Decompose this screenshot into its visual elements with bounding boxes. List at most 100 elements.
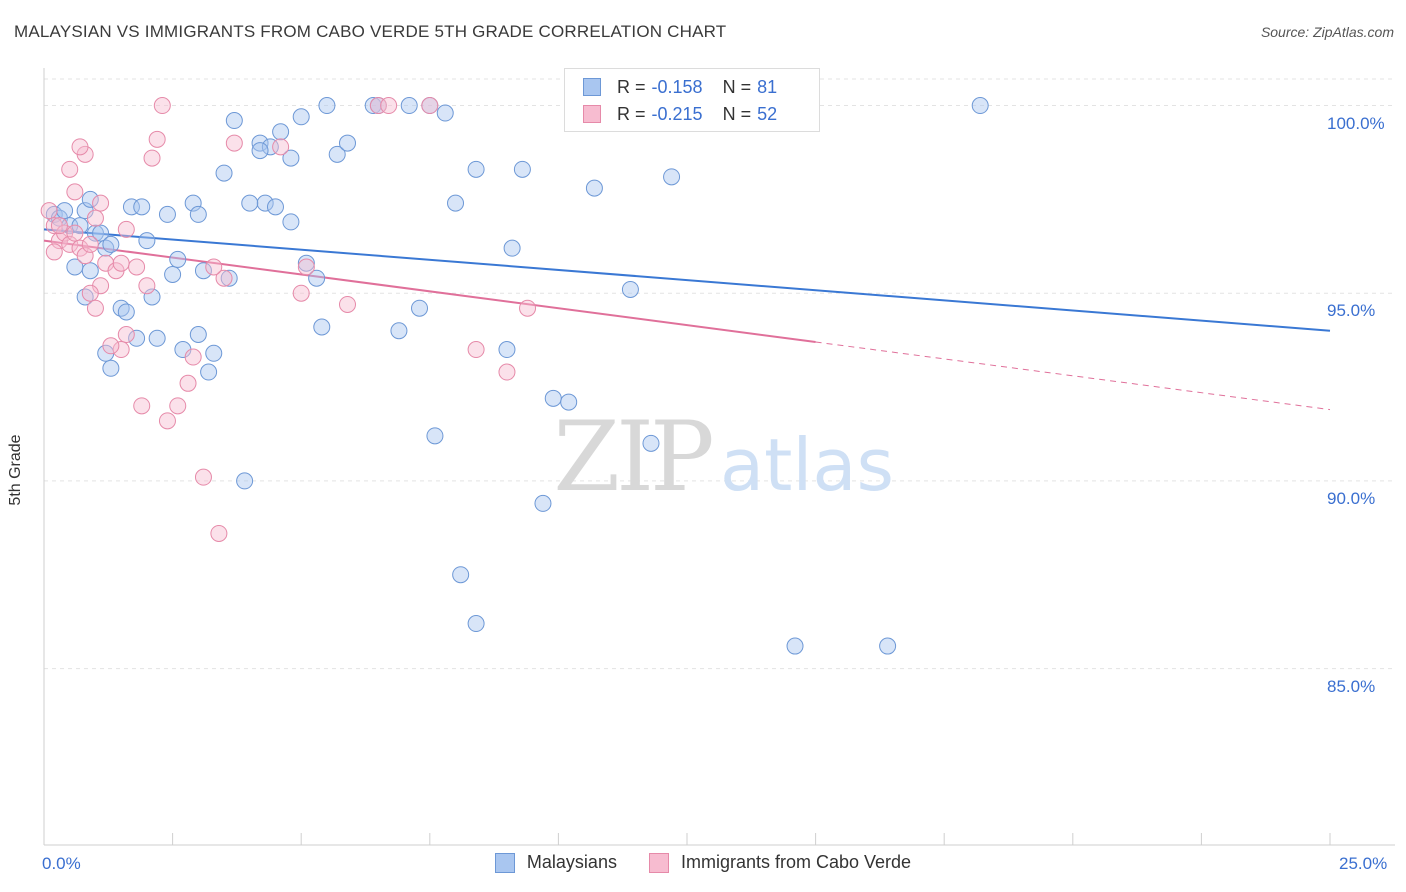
point-cabo-verde [421, 97, 439, 115]
point-cabo-verde [92, 194, 110, 212]
point-malaysians [642, 434, 660, 452]
point-malaysians [164, 265, 182, 283]
point-cabo-verde [194, 468, 212, 486]
stats-legend: R = -0.158 N = 81 R = -0.215 N = 52 [564, 68, 820, 132]
point-cabo-verde [133, 397, 151, 415]
point-cabo-verde [81, 235, 99, 253]
point-cabo-verde [292, 284, 310, 302]
point-malaysians [467, 160, 485, 178]
point-cabo-verde [76, 247, 94, 265]
y-tick-label: 95.0% [1327, 301, 1376, 321]
point-cabo-verde [215, 269, 233, 287]
point-malaysians [158, 205, 176, 223]
trend-line-dashed-1 [815, 341, 1331, 411]
series-legend: Malaysians Immigrants from Cabo Verde [0, 852, 1406, 873]
x-tick-label-left: 0.0% [42, 854, 81, 873]
legend-r-label: R = [617, 103, 646, 124]
point-cabo-verde [61, 235, 79, 253]
point-malaysians [200, 363, 218, 381]
point-cabo-verde [519, 299, 537, 317]
point-cabo-verde [61, 160, 79, 178]
watermark-atlas: atlas [720, 423, 894, 507]
legend-n-label: N = [722, 76, 752, 97]
point-cabo-verde [86, 209, 104, 227]
legend-n-value: 81 [757, 76, 778, 97]
point-cabo-verde [45, 243, 63, 261]
point-malaysians [318, 97, 336, 115]
point-malaysians [411, 299, 429, 317]
point-cabo-verde [66, 183, 84, 201]
point-malaysians [266, 198, 284, 216]
point-malaysians [169, 250, 187, 268]
point-malaysians [390, 322, 408, 340]
point-malaysians [122, 198, 140, 216]
point-malaysians [225, 112, 243, 130]
point-malaysians [241, 194, 259, 212]
point-malaysians [282, 149, 300, 167]
point-malaysians [513, 160, 531, 178]
point-cabo-verde [112, 341, 130, 359]
point-malaysians [971, 97, 989, 115]
point-cabo-verde [158, 412, 176, 430]
point-cabo-verde [81, 284, 99, 302]
point-cabo-verde [184, 348, 202, 366]
point-cabo-verde [380, 97, 398, 115]
point-malaysians [194, 262, 212, 280]
point-malaysians [534, 494, 552, 512]
point-cabo-verde [297, 258, 315, 276]
point-cabo-verde [102, 337, 120, 355]
trend-lines [43, 228, 1331, 411]
point-malaysians [879, 637, 897, 655]
point-cabo-verde [138, 277, 156, 295]
point-malaysians [56, 202, 74, 220]
point-cabo-verde [71, 138, 89, 156]
point-cabo-verde [272, 138, 290, 156]
point-malaysians [585, 179, 603, 197]
point-cabo-verde [498, 363, 516, 381]
point-malaysians [308, 269, 326, 287]
point-malaysians [426, 427, 444, 445]
legend-n-value: 52 [757, 103, 778, 124]
legend-item-cabo-verde[interactable]: Immigrants from Cabo Verde [648, 852, 911, 873]
point-malaysians [138, 232, 156, 250]
point-malaysians [328, 145, 346, 163]
point-cabo-verde [338, 295, 356, 313]
legend-label-malaysians: Malaysians [526, 852, 617, 872]
chart-title: MALAYSIAN VS IMMIGRANTS FROM CABO VERDE … [14, 22, 727, 41]
point-malaysians [452, 566, 470, 584]
legend-n-label: N = [722, 103, 752, 124]
point-malaysians [364, 97, 382, 115]
point-malaysians [189, 326, 207, 344]
point-malaysians [292, 108, 310, 126]
point-malaysians [92, 224, 110, 242]
point-cabo-verde [225, 134, 243, 152]
point-malaysians [467, 615, 485, 633]
point-cabo-verde [117, 326, 135, 344]
point-malaysians [297, 254, 315, 272]
y-tick-label: 85.0% [1327, 676, 1376, 696]
point-cabo-verde [210, 524, 228, 542]
point-malaysians [148, 329, 166, 347]
trend-line-0 [43, 228, 1331, 332]
point-malaysians [447, 194, 465, 212]
point-malaysians [663, 168, 681, 186]
y-tick-label: 90.0% [1327, 488, 1376, 508]
point-cabo-verde [369, 97, 387, 115]
legend-r-label: R = [617, 76, 646, 97]
legend-r-value: -0.158 [651, 76, 703, 97]
watermark: ZIP atlas [553, 401, 894, 513]
point-malaysians [498, 341, 516, 359]
point-cabo-verde [467, 341, 485, 359]
point-malaysians [81, 190, 99, 208]
point-cabo-verde [205, 258, 223, 276]
watermark-zip: ZIP [553, 401, 712, 513]
legend-item-malaysians[interactable]: Malaysians [494, 852, 617, 873]
point-cabo-verde [128, 258, 146, 276]
point-cabo-verde [40, 202, 58, 220]
point-malaysians [133, 198, 151, 216]
point-malaysians [189, 205, 207, 223]
x-tick-label-right: 25.0% [1339, 854, 1388, 873]
legend-r-value: -0.215 [651, 103, 703, 124]
point-malaysians [205, 344, 223, 362]
